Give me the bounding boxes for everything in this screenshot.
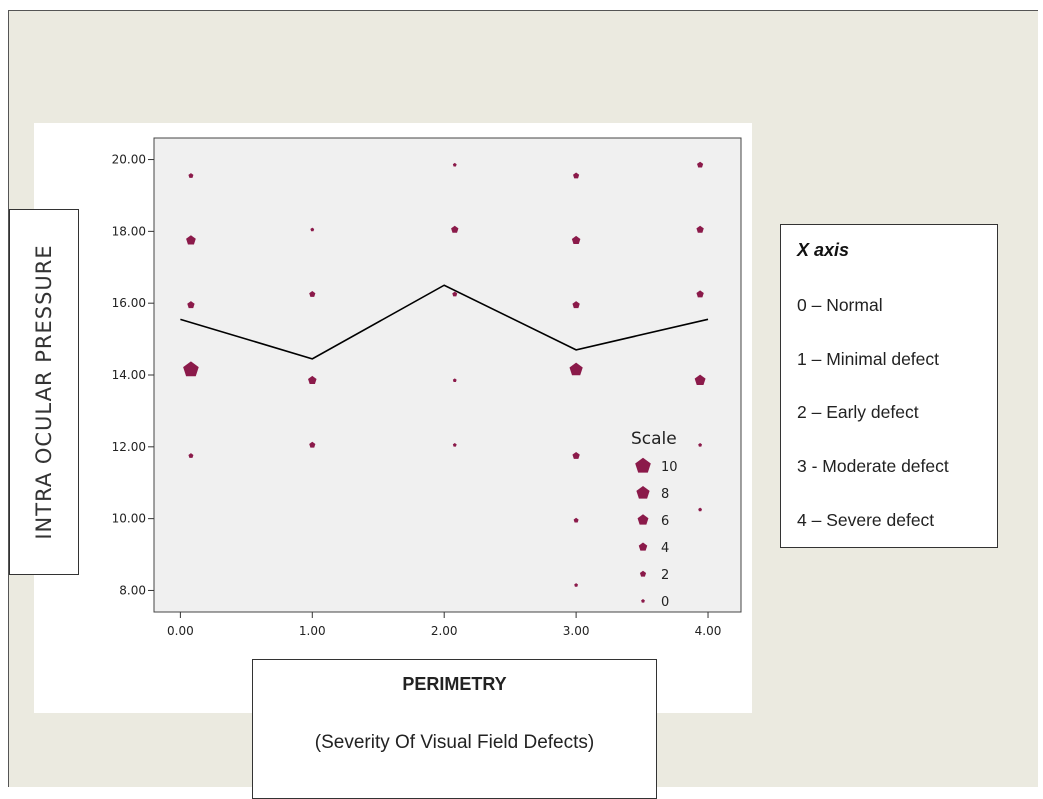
data-point — [572, 451, 580, 459]
size-legend-marker — [641, 599, 645, 603]
y-axis-label-box: INTRA OCULAR PRESSURE — [9, 209, 79, 575]
x-axis-label-box: PERIMETRY (Severity Of Visual Field Defe… — [252, 659, 657, 799]
x-tick-label: 3.00 — [563, 624, 590, 638]
data-point — [187, 301, 195, 309]
data-point — [694, 374, 706, 386]
data-point — [571, 235, 581, 244]
data-point — [310, 227, 315, 232]
y-tick-label: 10.00 — [112, 512, 146, 526]
mean-line — [180, 284, 709, 360]
legend-item-severe: 4 – Severe defect — [797, 510, 935, 530]
size-legend-label: 4 — [661, 541, 669, 556]
legend-item-minimal: 1 – Minimal defect — [797, 349, 940, 369]
data-points — [183, 161, 706, 587]
y-tick-label: 8.00 — [119, 583, 146, 597]
y-tick-label: 14.00 — [112, 368, 146, 382]
data-point — [696, 290, 704, 298]
data-point — [188, 173, 194, 178]
size-legend-marker — [637, 514, 649, 525]
x-axis-legend-title: X axis — [797, 240, 850, 260]
legend-item-moderate: 3 - Moderate defect — [797, 456, 949, 476]
plot-area — [153, 137, 742, 613]
y-tick-label: 12.00 — [112, 440, 146, 454]
x-axis-legend-box: X axis 0 – Normal 1 – Minimal defect 2 –… — [780, 224, 998, 548]
size-legend-marker — [639, 570, 647, 577]
data-point — [696, 225, 704, 233]
size-legend: Scale 10 8 6 4 2 0 — [631, 429, 678, 610]
data-point — [183, 361, 199, 377]
size-legend-marker — [636, 486, 650, 499]
size-legend-marker — [638, 542, 648, 551]
scatter-chart: 8.00 10.00 12.00 14.00 16.00 18.00 20.00 0.00 1… — [112, 137, 742, 638]
data-point — [452, 291, 458, 297]
x-axis: 0.00 1.00 2.00 3.00 4.00 — [167, 612, 721, 638]
x-tick-label: 1.00 — [299, 624, 326, 638]
data-point — [451, 225, 459, 233]
data-point — [573, 517, 579, 523]
chart-card: 8.00 10.00 12.00 14.00 16.00 18.00 20.00 0.00 1… — [34, 123, 752, 713]
x-axis-subtitle: (Severity Of Visual Field Defects) — [314, 732, 595, 753]
data-point — [569, 362, 583, 376]
data-point — [308, 375, 317, 385]
y-axis-label: INTRA OCULAR PRESSURE — [32, 244, 56, 540]
size-legend-title: Scale — [631, 429, 677, 449]
data-point — [698, 507, 703, 512]
size-legend-label: 6 — [661, 514, 669, 529]
size-legend-marker — [635, 457, 651, 473]
x-tick-label: 0.00 — [167, 624, 194, 638]
data-point — [309, 441, 316, 448]
x-tick-label: 4.00 — [695, 624, 722, 638]
size-legend-label: 0 — [661, 595, 669, 610]
y-axis: 8.00 10.00 12.00 14.00 16.00 18.00 20.00 — [112, 153, 154, 597]
legend-item-normal: 0 – Normal — [797, 295, 883, 315]
data-point — [572, 301, 580, 309]
data-point — [452, 162, 457, 167]
data-point — [309, 290, 316, 297]
y-tick-label: 16.00 — [112, 296, 146, 310]
data-point — [573, 172, 580, 179]
x-axis-label: PERIMETRY — [402, 674, 507, 694]
y-tick-label: 20.00 — [112, 153, 146, 167]
data-point — [697, 161, 704, 168]
data-point — [698, 443, 703, 447]
data-point — [574, 583, 579, 587]
size-legend-label: 8 — [661, 487, 669, 502]
size-legend-label: 10 — [661, 460, 678, 475]
data-point — [452, 443, 457, 447]
legend-item-early: 2 – Early defect — [797, 402, 919, 422]
data-point — [188, 453, 194, 458]
size-legend-label: 2 — [661, 568, 669, 583]
data-point — [452, 378, 457, 382]
data-point — [186, 235, 196, 245]
x-tick-label: 2.00 — [431, 624, 458, 638]
y-tick-label: 18.00 — [112, 224, 146, 238]
